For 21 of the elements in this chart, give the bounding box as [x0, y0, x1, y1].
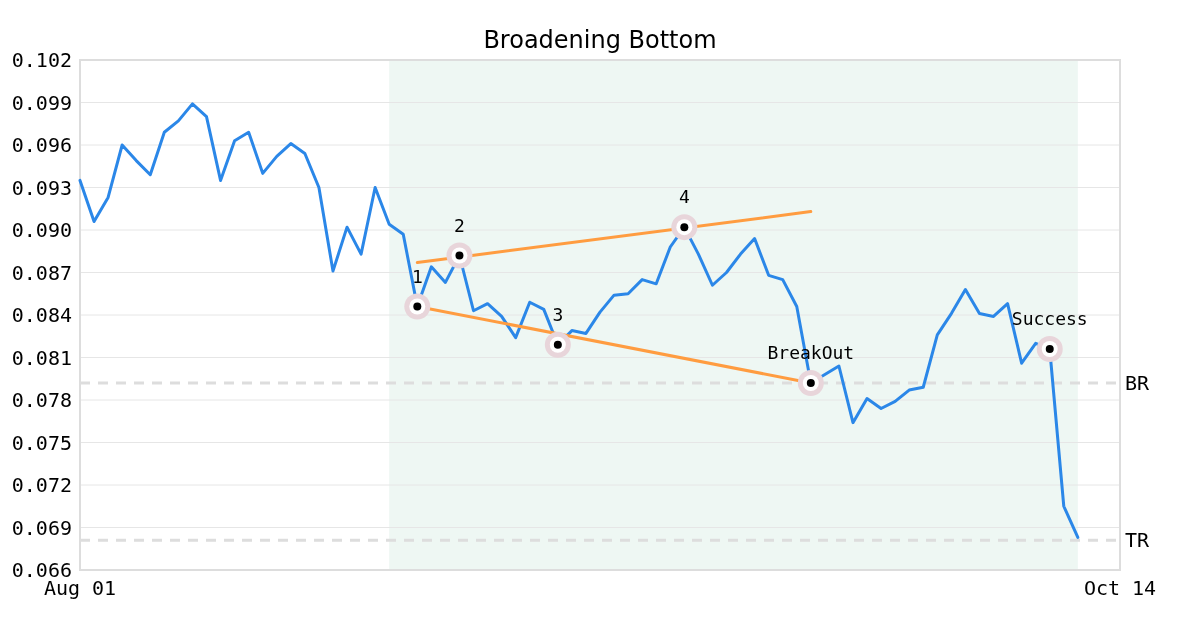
- y-tick-label: 0.078: [11, 388, 72, 412]
- y-tick-label: 0.090: [11, 218, 72, 242]
- ref-line-label: TR: [1125, 528, 1151, 553]
- annotation: 1: [411, 265, 423, 287]
- annotation: 3: [552, 303, 564, 325]
- y-tick-label: 0.096: [11, 133, 72, 157]
- annotation: 4: [678, 186, 690, 208]
- y-tick-label: 0.099: [11, 90, 72, 115]
- annotation: Success: [1011, 308, 1088, 329]
- y-tick-label: 0.069: [11, 515, 72, 540]
- y-tick-label: 0.084: [11, 303, 72, 327]
- y-tick-label: 0.087: [11, 260, 72, 285]
- ref-line-label: BR: [1125, 371, 1151, 395]
- y-tick-label: 0.075: [11, 430, 72, 455]
- y-tick-label: 0.072: [11, 473, 72, 497]
- y-tick-label: 0.093: [11, 175, 72, 200]
- annotation: 2: [454, 214, 465, 236]
- chart-title: Broadening Bottom: [483, 26, 717, 54]
- y-tick-label: 0.102: [11, 48, 72, 72]
- y-tick-label: 0.081: [11, 345, 72, 370]
- x-tick-label: Oct 14: [1083, 576, 1157, 600]
